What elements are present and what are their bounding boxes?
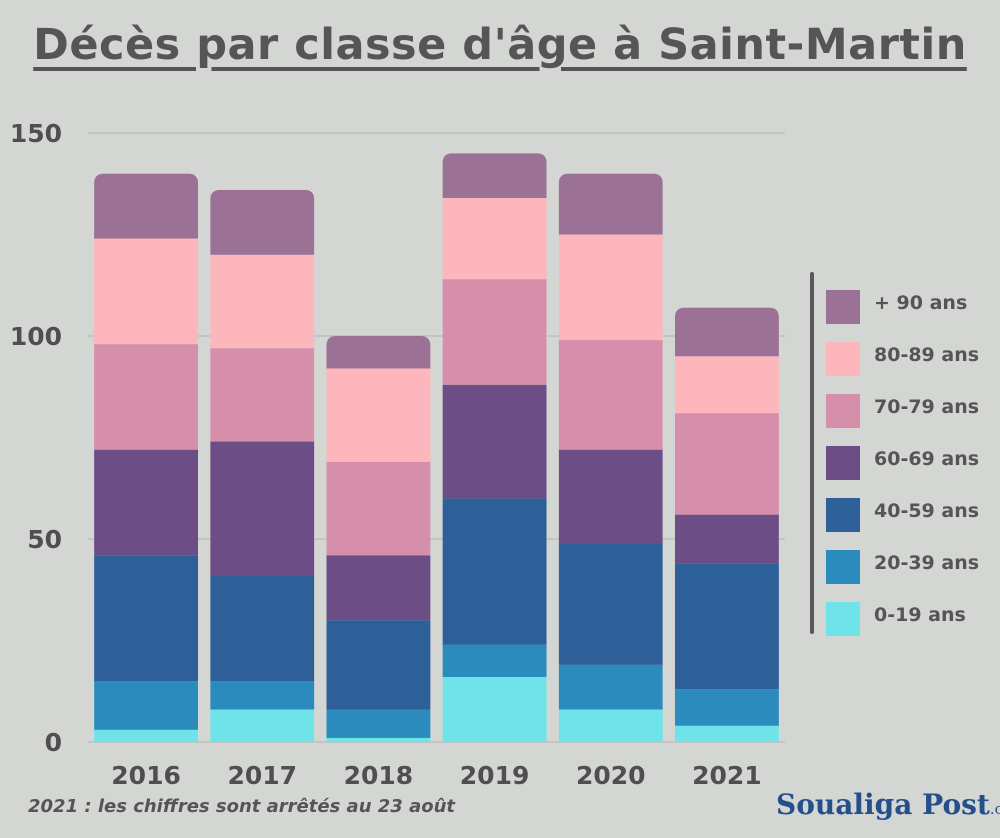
x-tick-label: 2020 xyxy=(576,761,646,790)
bar-segment xyxy=(674,725,779,742)
bar-stack xyxy=(326,336,431,742)
legend-item-60-69: 60-69 ans xyxy=(826,446,1000,498)
bar-segment xyxy=(326,737,431,742)
bar-segment xyxy=(210,575,315,682)
bar-segment xyxy=(558,664,663,710)
bar-segment xyxy=(558,449,663,544)
legend-item-20-39: 20-39 ans xyxy=(826,550,1000,602)
legend-item-80-89: 80-89 ans xyxy=(826,342,1000,394)
bar-segment xyxy=(210,681,315,710)
bar-segment xyxy=(94,449,199,556)
bar-segment xyxy=(326,555,431,621)
bar-segment xyxy=(558,543,663,665)
bar-segment xyxy=(94,173,199,239)
bar-segment xyxy=(674,514,779,564)
bar-segment xyxy=(326,620,431,710)
bar-segment xyxy=(442,644,547,678)
bar-segment xyxy=(94,681,199,730)
bar-segment xyxy=(210,709,315,742)
legend-item-70-79: 70-79 ans xyxy=(826,394,1000,446)
legend-swatch xyxy=(826,342,860,376)
legend: + 90 ans 80-89 ans 70-79 ans 60-69 ans 4… xyxy=(826,290,1000,654)
logo-suffix: .com xyxy=(989,800,1000,818)
bar-stack xyxy=(558,173,663,742)
bar-segment xyxy=(442,153,547,198)
bar-stack xyxy=(94,173,199,742)
bar-segment xyxy=(442,197,547,280)
soualiga-post-logo[interactable]: Soualiga Post.com xyxy=(776,788,1000,821)
legend-swatch xyxy=(826,446,860,480)
legend-swatch xyxy=(826,550,860,584)
x-tick-label: 2018 xyxy=(344,761,414,790)
chart-title: Décès par classe d'âge à Saint-Martin xyxy=(33,20,967,70)
legend-swatch xyxy=(826,290,860,324)
y-tick-label: 50 xyxy=(27,525,62,554)
bar-segment xyxy=(210,254,315,349)
bar-segment xyxy=(674,689,779,726)
bar-segment xyxy=(674,413,779,515)
bar-segment xyxy=(94,238,199,345)
legend-label: 60-69 ans xyxy=(874,448,980,470)
legend-label: 0-19 ans xyxy=(874,604,966,626)
bar-segment xyxy=(558,340,663,450)
bar-stack xyxy=(210,189,315,742)
bar-stack xyxy=(674,307,779,742)
bar-segment xyxy=(94,344,199,450)
bar-segment xyxy=(94,555,199,682)
legend-label: 80-89 ans xyxy=(874,344,980,366)
x-tick-label: 2019 xyxy=(460,761,530,790)
legend-item-0-19: 0-19 ans xyxy=(826,602,1000,654)
bar-segment xyxy=(210,348,315,442)
bar-segment xyxy=(326,709,431,738)
bar-segment xyxy=(210,441,315,576)
x-tick-label: 2017 xyxy=(227,761,297,790)
bar-segment xyxy=(326,368,431,462)
bar-segment xyxy=(558,173,663,235)
y-tick-label: 100 xyxy=(10,322,62,351)
bar-segment xyxy=(326,461,431,556)
y-tick-label: 0 xyxy=(45,728,62,757)
x-tick-label: 2021 xyxy=(692,761,762,790)
bar-segment xyxy=(674,307,779,357)
x-tick-label: 2016 xyxy=(111,761,181,790)
bar-segment xyxy=(558,234,663,341)
bar-segment xyxy=(442,677,547,742)
legend-label: 40-59 ans xyxy=(874,500,980,522)
legend-divider xyxy=(810,272,814,634)
legend-label: 20-39 ans xyxy=(874,552,980,574)
legend-item-90-plus: + 90 ans xyxy=(826,290,1000,342)
y-tick-label: 150 xyxy=(10,119,62,148)
bar-segment xyxy=(442,498,547,645)
bar-segment xyxy=(442,384,547,499)
legend-swatch xyxy=(826,498,860,532)
footnote: 2021 : les chiffres sont arrêtés au 23 a… xyxy=(28,796,456,817)
bar-segment xyxy=(674,356,779,414)
bar-segment xyxy=(442,279,547,385)
legend-label: 70-79 ans xyxy=(874,396,980,418)
legend-item-40-59: 40-59 ans xyxy=(826,498,1000,550)
bar-segment xyxy=(326,336,431,369)
legend-label: + 90 ans xyxy=(874,292,968,314)
bar-segment xyxy=(94,729,199,742)
legend-swatch xyxy=(826,602,860,636)
legend-swatch xyxy=(826,394,860,428)
logo-name: Soualiga Post xyxy=(776,788,990,821)
bar-segment xyxy=(210,189,315,255)
bar-segment xyxy=(674,563,779,690)
bar-stack xyxy=(442,153,547,742)
bar-segment xyxy=(558,709,663,742)
